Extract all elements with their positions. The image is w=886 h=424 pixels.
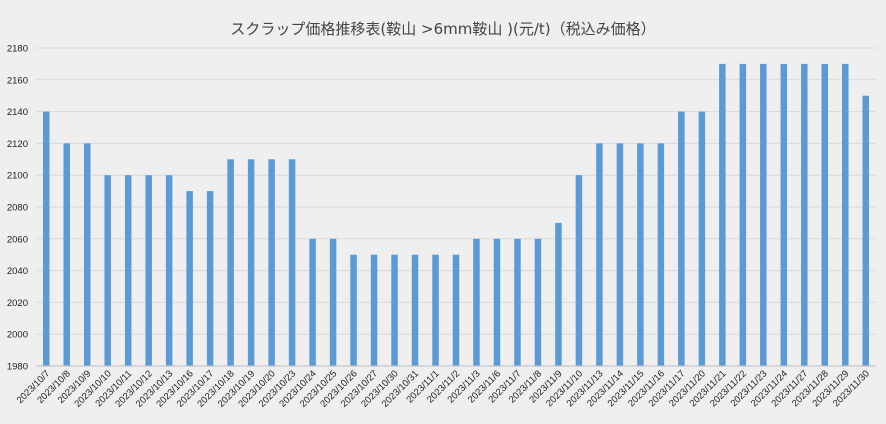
bar-2023-10-8 <box>63 143 70 366</box>
bar-2023-10-31 <box>411 254 419 366</box>
bar-2023-10-9 <box>83 143 91 366</box>
bar-2023-11-6 <box>493 238 501 366</box>
bar-2023-11-7 <box>514 238 521 366</box>
y-tick-label: 2080 <box>7 203 28 214</box>
bar-2023-11-27 <box>801 63 808 367</box>
bar-2023-11-1 <box>432 254 439 366</box>
bar-2023-10-25 <box>329 238 337 366</box>
bar-2023-11-23 <box>760 63 767 367</box>
bars <box>42 63 870 367</box>
bar-2023-10-26 <box>350 254 357 366</box>
bar-2023-10-17 <box>206 191 214 366</box>
bar-2023-11-8 <box>534 238 542 366</box>
y-tick-label: 2120 <box>7 139 28 150</box>
bar-2023-10-27 <box>370 254 378 366</box>
bar-2023-10-11 <box>124 175 132 366</box>
bar-2023-10-19 <box>247 159 255 366</box>
bar-2023-11-10 <box>575 175 583 366</box>
bar-2023-10-13 <box>165 175 173 366</box>
y-tick-label: 1980 <box>7 362 28 373</box>
bar-2023-11-2 <box>452 254 460 366</box>
x-axis-ticks: 2023/10/72023/10/82023/10/92023/10/10202… <box>15 368 872 409</box>
bar-2023-10-20 <box>268 159 275 366</box>
bar-2023-11-14 <box>616 143 624 366</box>
bar-2023-11-28 <box>821 63 829 367</box>
bar-2023-10-10 <box>104 175 111 366</box>
y-axis-ticks: 1980 2000 2020 2040 2060 2080 2100 2120 2140 2160… <box>7 44 28 373</box>
bar-2023-10-16 <box>186 191 193 366</box>
y-tick-label: 2040 <box>7 266 28 277</box>
bar-2023-11-3 <box>473 238 480 366</box>
y-tick-label: 2100 <box>7 171 28 182</box>
y-tick-label: 2180 <box>7 44 28 55</box>
chart-title: スクラップ価格推移表(鞍山 >6mm鞍山 )(元/t)（税込み価格） <box>230 20 655 38</box>
bar-2023-10-18 <box>227 159 234 366</box>
bar-2023-11-13 <box>596 143 603 366</box>
y-tick-label: 2020 <box>7 298 28 309</box>
bar-2023-10-23 <box>288 159 296 366</box>
grid-lines <box>36 47 876 367</box>
bar-2023-11-16 <box>657 143 665 366</box>
bar-2023-11-29 <box>842 63 849 367</box>
bar-2023-10-24 <box>309 238 316 366</box>
y-tick-label: 2160 <box>7 75 28 86</box>
bar-2023-11-24 <box>780 63 788 367</box>
bar-2023-10-30 <box>391 254 398 366</box>
bar-2023-10-12 <box>145 175 152 366</box>
bar-2023-10-7 <box>42 111 50 366</box>
y-tick-label: 2000 <box>7 330 28 341</box>
bar-2023-11-15 <box>637 143 644 366</box>
bar-2023-11-9 <box>555 222 562 366</box>
y-tick-label: 2140 <box>7 107 28 118</box>
bar-2023-11-21 <box>719 63 726 367</box>
bar-2023-11-17 <box>678 111 685 366</box>
bar-2023-11-22 <box>739 63 747 367</box>
bar-2023-11-30 <box>862 95 870 366</box>
y-tick-label: 2060 <box>7 234 28 245</box>
bar-2023-11-20 <box>698 111 706 366</box>
